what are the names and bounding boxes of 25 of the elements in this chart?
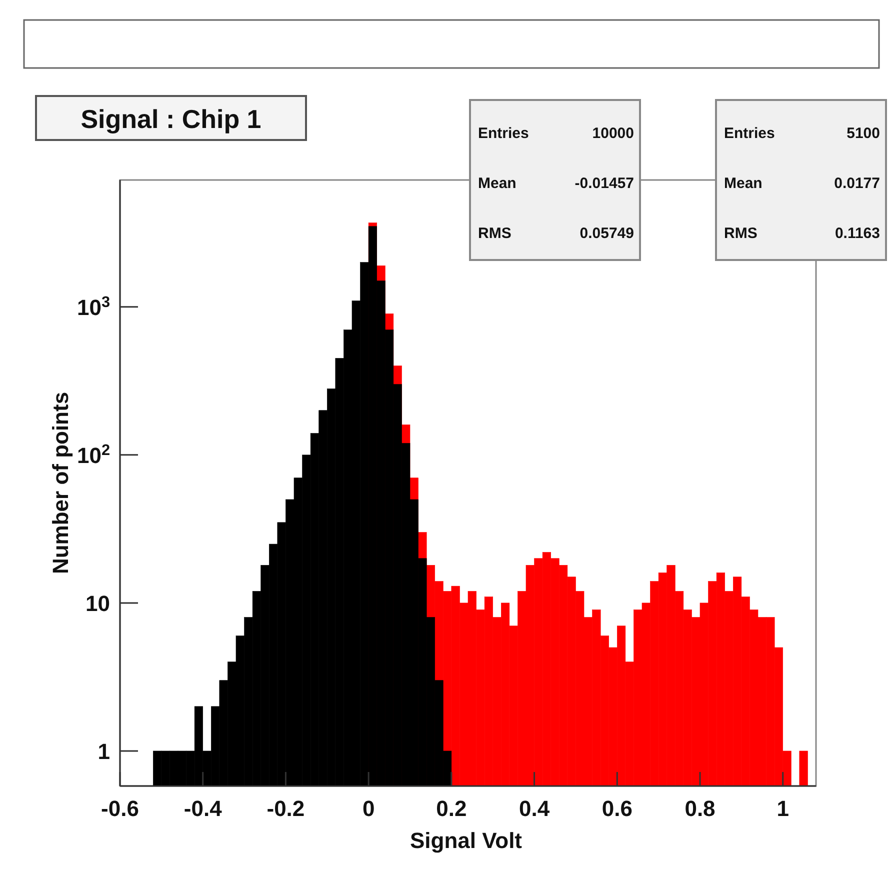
y-axis-title: Number of points [48, 392, 73, 574]
x-tick-label: -0.6 [101, 796, 139, 821]
x-tick-label: 0.4 [518, 796, 550, 821]
chart-title: Signal : Chip 1 [80, 104, 262, 134]
annotation: 0.05749 [580, 225, 634, 242]
annotation: Mean [724, 175, 762, 192]
y-tick-label: 10$^{3}$ [76, 293, 110, 320]
y-tick-label: 1 [98, 738, 110, 764]
x-tick-label: 0.6 [602, 796, 632, 821]
text: Entries [478, 125, 529, 142]
x-tick-label: 1 [776, 796, 789, 821]
y-tick-label: 10 [86, 590, 110, 616]
x-tick-label: 0 [362, 796, 375, 821]
annotation: RMS [724, 225, 758, 242]
y-tick-label: 10$^{2}$ [76, 441, 110, 468]
annotation: RMS [478, 225, 512, 242]
annotation: -0.01457 [574, 175, 634, 192]
x-tick-label: -0.4 [184, 796, 223, 821]
text: 10000 [592, 125, 634, 142]
x-tick-label: -0.2 [266, 796, 305, 821]
x-axis-title: Signal Volt [410, 828, 523, 853]
annotation: Mean [478, 175, 516, 192]
stats-box: Entries 5100 Mean 0.0177 RMS 0.1163 [715, 99, 887, 261]
x-tick-label: 0.8 [684, 796, 716, 821]
x-tick-label: 0.2 [436, 796, 467, 821]
